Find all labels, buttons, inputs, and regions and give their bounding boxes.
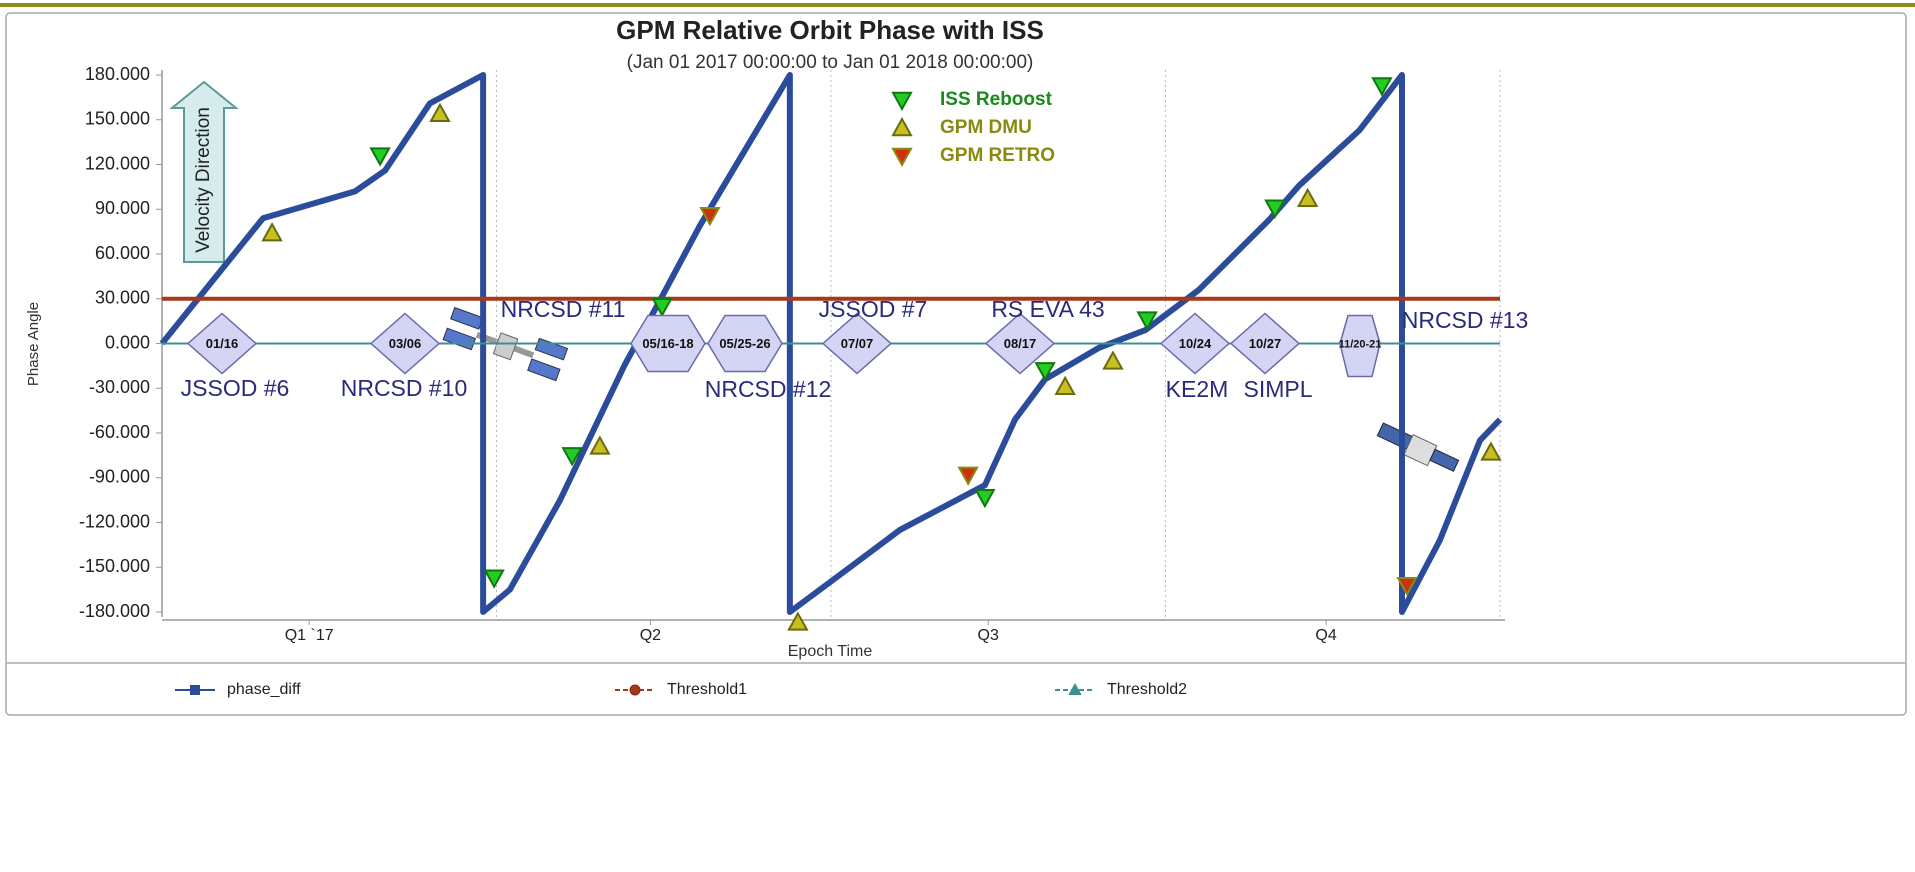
event-marker [1054,375,1076,395]
event-shape [984,312,1056,375]
x-tick-label: Q4 [1315,627,1336,644]
y-tick-label: -30.000 [89,377,150,397]
y-tick-label: 30.000 [95,288,150,308]
y-tick-label: 180.000 [85,64,150,84]
event-label: KE2M [1166,376,1229,402]
y-tick-label: -150.000 [79,556,150,576]
event: 03/06 NRCSD #10 [341,312,468,401]
event-shape [369,312,441,375]
event-marker [974,488,996,509]
event-marker [1480,441,1502,461]
event-marker [261,222,283,242]
event-marker [1264,199,1286,219]
legend-label: Threshold1 [667,681,747,698]
event: 01/16 JSSOD #6 [181,312,290,401]
event-marker [651,298,673,318]
panel [1429,448,1460,472]
event-label: RS EVA 43 [991,296,1104,322]
event-marker [369,147,391,167]
event-label: NRCSD #11 [501,296,626,322]
x-axis-label: Epoch Time [788,643,873,660]
event-date: 05/16-18 [642,336,693,351]
legend-label: Threshold2 [1107,681,1187,698]
event: 11/20-21 NRCSD #13 [1339,307,1529,378]
event: 07/07 JSSOD #7 [819,296,928,375]
series-line [159,72,1503,615]
event-date: 03/06 [389,336,422,351]
legend-marker [1068,682,1082,695]
legend-label: ISS Reboost [940,89,1053,110]
event-shape [1159,312,1231,375]
event: 05/25-26 NRCSD #12 [705,314,832,402]
event-label: JSSOD #7 [819,296,928,322]
event-date: 10/27 [1249,336,1282,351]
legend-marker [629,684,641,696]
event: 08/17 RS EVA 43 [984,296,1105,375]
event: 10/24 KE2M [1159,312,1231,402]
legend-marker [891,116,913,137]
event-marker [483,569,505,589]
legend-label: phase_diff [227,681,301,698]
event-date: 01/16 [206,336,239,351]
legend-marker [891,147,913,168]
y-tick-label: -60.000 [89,422,150,442]
event-marker [1371,77,1393,97]
event-shape [186,312,258,375]
y-tick-label: -90.000 [89,467,150,487]
event-marker [429,102,451,122]
event-date: 07/07 [841,336,874,351]
event-marker [1396,576,1418,597]
event-shape [630,314,706,373]
arrow-shape [169,80,239,263]
event: 10/27 SIMPL [1229,312,1313,402]
event-marker [957,466,979,486]
legend-marker [190,685,200,695]
y-tick-label: 0.000 [105,332,150,352]
x-tick-label: Q1 `17 [285,627,334,644]
event-label: SIMPL [1243,376,1312,402]
event-date: 10/24 [1179,336,1212,351]
event-label: NRCSD #12 [705,376,832,402]
legend-label: GPM DMU [940,117,1032,138]
event-marker [699,207,721,227]
event-label: NRCSD #13 [1402,307,1529,333]
arrow-label: Velocity Direction [193,107,214,253]
event-date: 05/25-26 [719,336,770,351]
event-marker [1296,187,1319,208]
panel [527,358,561,382]
event-label: NRCSD #10 [341,375,468,401]
x-tick-label: Q3 [978,627,999,644]
chart-title: GPM Relative Orbit Phase with ISS [616,15,1044,45]
y-tick-label: 60.000 [95,243,150,263]
event-date: 08/17 [1004,336,1037,351]
event-marker [1136,311,1158,331]
event-shape [821,312,893,375]
event-label: JSSOD #6 [181,375,290,401]
event-marker [787,611,809,631]
event-marker [561,447,583,467]
legend-marker [891,91,913,112]
chart-subtitle: (Jan 01 2017 00:00:00 to Jan 01 2018 00:… [627,52,1034,73]
event-shape [1339,314,1381,378]
legend-label: GPM RETRO [940,145,1055,166]
event-marker [1034,362,1056,382]
y-tick-label: 150.000 [85,109,150,129]
y-tick-label: 120.000 [85,153,150,173]
y-tick-label: -120.000 [79,511,150,531]
event-marker [589,435,611,455]
y-tick-label: 90.000 [95,198,150,218]
event-date: 11/20-21 [1339,338,1382,350]
x-tick-label: Q2 [640,627,661,644]
event: 05/16-18 NRCSD #11 [501,296,706,373]
event-marker [1102,350,1124,370]
velocity-arrow: Velocity Direction [169,80,239,263]
event-shape [707,314,783,373]
y-axis-label: Phase Angle [25,302,42,386]
frame [5,12,1907,716]
event-shape [1229,312,1301,375]
y-tick-label: -180.000 [79,601,150,621]
